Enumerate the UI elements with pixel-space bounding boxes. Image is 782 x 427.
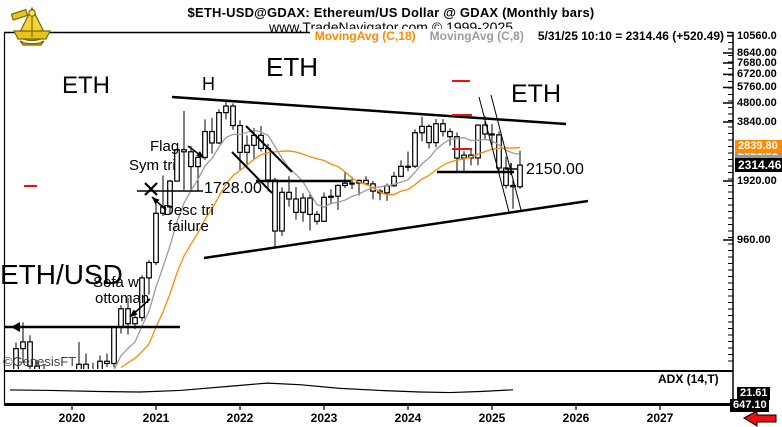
adx-line	[9, 382, 514, 394]
year-axis-label[interactable]: 2021	[142, 411, 170, 425]
price-axis-label: 4800.00	[737, 97, 777, 109]
adx-indicator-label[interactable]: ADX (14,T)	[658, 372, 719, 386]
line-end-arrow	[11, 322, 20, 332]
adx-value-badge: 21.61	[737, 387, 770, 400]
secondary-value-badge: 647.10	[730, 399, 769, 412]
genesis-credit: ©GenesisFT	[3, 354, 77, 369]
label-eth-left: ETH	[62, 72, 110, 99]
year-axis-label[interactable]: 2025	[478, 411, 506, 425]
label-eth-right: ETH	[511, 80, 561, 108]
indicator-legend-row: MovingAvg (C,18) MovingAvg (C,8) 5/31/25…	[309, 29, 727, 44]
price-axis-label: 7680.00	[737, 57, 777, 69]
label-sofa-2: ottoman	[95, 290, 150, 307]
lower-ascending-trendline	[203, 199, 589, 260]
ma8-line	[113, 129, 521, 369]
quote-status: 5/31/25 10:10 = 2314.46 (+520.49)	[537, 29, 724, 43]
upper-descending-trendline	[171, 95, 567, 126]
ma18-price-badge: 2839.80	[735, 140, 782, 153]
flag-channel-upper	[245, 125, 293, 173]
year-axis-label[interactable]: 2022	[226, 411, 254, 425]
price-axis-label: 1920.00	[737, 175, 777, 187]
price-axis-label: 8640.00	[737, 46, 777, 59]
year-axis-label[interactable]: 2026	[562, 411, 590, 425]
red-left-arrow-icon	[742, 410, 777, 427]
label-eth-usd: ETH/USD	[0, 259, 123, 290]
last-price-badge: 2314.46	[735, 158, 782, 172]
year-axis-label[interactable]: 2027	[646, 411, 674, 425]
price-axis-label: 10560.0	[737, 29, 777, 42]
year-axis-label[interactable]: 2023	[310, 411, 338, 425]
label-flag: Flag	[150, 138, 180, 155]
legend-ma18[interactable]: MovingAvg (C,18)	[314, 29, 416, 43]
label-level-1728: 1728.00	[204, 180, 262, 197]
chart-title: $ETH-USD@GDAX: Ethereum/US Dollar @ GDAX…	[187, 5, 595, 20]
flag-channel-lower	[231, 151, 273, 194]
year-axis-label[interactable]: 2024	[394, 411, 422, 425]
label-sym-tri: Sym tri	[129, 157, 176, 174]
year-axis-label[interactable]: 2020	[58, 411, 86, 425]
price-axis-label: 6720.00	[737, 68, 777, 81]
sextant-logo-icon[interactable]	[8, 3, 56, 49]
steep-channel-right	[490, 94, 522, 211]
steep-channel-left	[478, 96, 510, 213]
price-axis-label: 960.00	[737, 234, 771, 246]
label-head: H	[202, 74, 215, 94]
price-panel	[5, 80, 589, 369]
label-desc-tri-1: Desc tri	[163, 202, 214, 219]
price-axis-label: 5760.00	[737, 81, 777, 94]
price-axis-label: 3840.00	[737, 116, 777, 128]
legend-ma8[interactable]: MovingAvg (C,8)	[429, 29, 524, 43]
label-level-2150: 2150.00	[526, 161, 584, 178]
ma18-line	[120, 146, 521, 369]
label-sofa-1: Sofa w	[93, 274, 139, 291]
adx-panel	[9, 382, 514, 394]
label-eth-mid: ETH	[266, 52, 318, 82]
label-desc-tri-2: failure	[168, 218, 209, 235]
